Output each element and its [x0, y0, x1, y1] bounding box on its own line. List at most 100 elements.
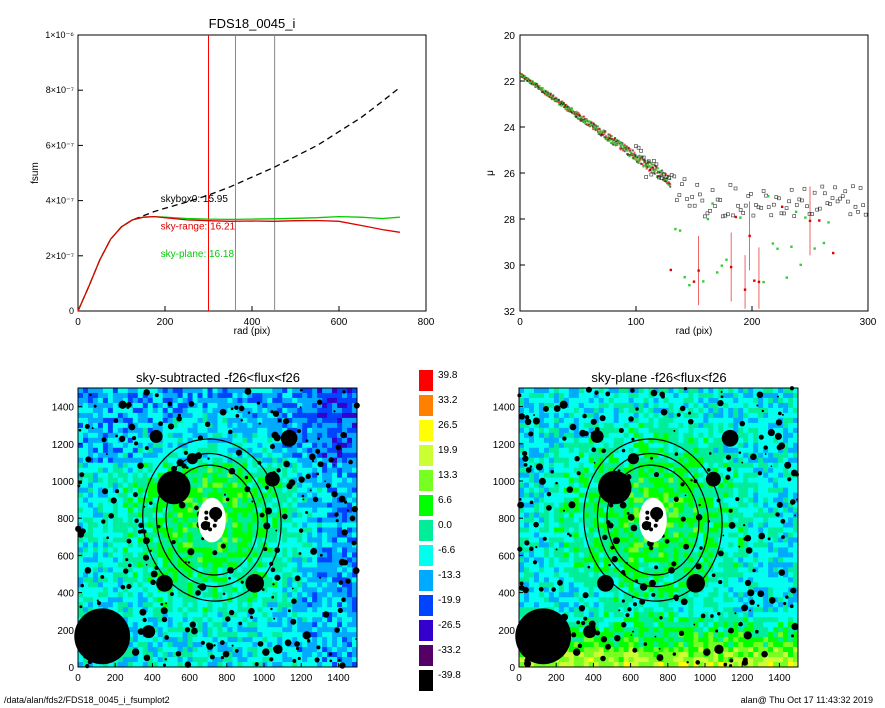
pixel-cell	[553, 592, 560, 598]
pixel-cell	[548, 452, 555, 459]
pixel-cell	[267, 542, 273, 548]
pixel-cell	[82, 602, 89, 608]
pixel-cell	[192, 497, 198, 503]
pixel-cell	[568, 597, 575, 603]
pixel-cell	[227, 517, 233, 523]
pixel-cell	[322, 577, 328, 583]
pixel-cell	[317, 662, 323, 668]
pixel-cell	[322, 552, 328, 558]
y-tick-label: 30	[504, 261, 516, 272]
pixel-cell	[122, 652, 129, 658]
pixel-cell	[107, 452, 114, 459]
pixel-cell	[257, 477, 263, 484]
pixel-cell	[558, 392, 565, 399]
pixel-cell	[519, 572, 525, 578]
pixel-cell	[563, 487, 570, 494]
pixel-cell	[192, 662, 198, 668]
pixel-cell	[327, 412, 333, 419]
pixel-cell	[242, 427, 248, 434]
pixel-cell	[92, 532, 99, 538]
pixel-cell	[227, 392, 233, 399]
pixel-cell	[87, 447, 94, 454]
mask-speck	[322, 611, 330, 618]
pixel-cell	[322, 597, 328, 603]
pixel-cell	[177, 537, 184, 543]
pixel-cell	[207, 432, 213, 439]
pixel-cell	[307, 427, 313, 434]
pixel-cell	[312, 472, 318, 479]
pixel-cell	[548, 592, 555, 598]
mu-point	[794, 203, 799, 207]
pixel-cell	[177, 637, 184, 643]
pixel-cell	[558, 397, 565, 404]
pixel-cell	[217, 388, 223, 394]
pixel-cell	[78, 562, 84, 568]
pixel-cell	[82, 562, 89, 568]
pixel-cell	[232, 517, 238, 523]
mu-point	[659, 176, 664, 181]
mask-speck	[298, 552, 302, 555]
mu-point	[678, 229, 682, 232]
pixel-cell	[232, 507, 238, 513]
pixel-cell	[227, 397, 233, 404]
pixel-cell	[182, 542, 189, 548]
pixel-cell	[92, 582, 99, 588]
pixel-cell	[147, 537, 154, 543]
pixel-cell	[583, 507, 590, 513]
pixel-cell	[197, 577, 203, 583]
pixel-cell	[558, 512, 565, 518]
pixel-cell	[548, 577, 555, 583]
pixel-cell	[147, 482, 154, 489]
pixel-cell	[182, 557, 189, 563]
pixel-cell	[533, 432, 540, 439]
mu-point	[534, 82, 537, 85]
pixel-cell	[97, 447, 104, 454]
mu-point	[565, 108, 568, 111]
pixel-cell	[97, 407, 104, 414]
pixel-cell	[137, 517, 144, 523]
pixel-cell	[147, 452, 154, 459]
pixel-cell	[237, 552, 243, 558]
pixel-cell	[177, 388, 184, 394]
pixel-cell	[342, 522, 348, 528]
pixel-cell	[127, 388, 134, 394]
pixel-cell	[262, 527, 268, 533]
pixel-cell	[87, 517, 94, 523]
mask-speck	[80, 583, 84, 588]
pixel-cell	[533, 442, 540, 449]
pixel-cell	[302, 577, 308, 583]
pixel-cell	[232, 452, 238, 459]
mask-disk	[149, 429, 163, 443]
pixel-cell	[147, 388, 154, 394]
pixel-cell	[217, 497, 223, 503]
pixel-cell	[242, 632, 248, 638]
pixel-cell	[352, 447, 358, 454]
pixel-cell	[222, 427, 228, 434]
mask-speck	[102, 488, 109, 495]
pixel-cell	[102, 412, 109, 419]
pixel-cell	[342, 627, 348, 633]
pixel-cell	[192, 422, 198, 429]
pixel-cell	[197, 467, 203, 474]
pixel-cell	[277, 457, 283, 464]
pixel-cell	[172, 612, 179, 618]
pixel-cell	[583, 467, 590, 474]
pixel-cell	[287, 627, 293, 633]
pixel-cell	[563, 447, 570, 454]
pixel-cell	[232, 547, 238, 553]
pixel-cell	[157, 657, 164, 663]
fsum-series-line	[77, 215, 400, 312]
pixel-cell	[277, 527, 283, 533]
pixel-cell	[182, 407, 189, 414]
mu-point	[655, 166, 658, 169]
pixel-cell	[322, 592, 328, 598]
pixel-cell	[302, 652, 308, 658]
pixel-cell	[277, 462, 283, 469]
pixel-cell	[172, 522, 179, 528]
pixel-cell	[172, 637, 179, 643]
pixel-cell	[573, 587, 580, 593]
pixel-cell	[227, 497, 233, 503]
mask-speck	[328, 457, 334, 463]
pixel-cell	[538, 582, 545, 588]
pixel-cell	[177, 617, 184, 623]
